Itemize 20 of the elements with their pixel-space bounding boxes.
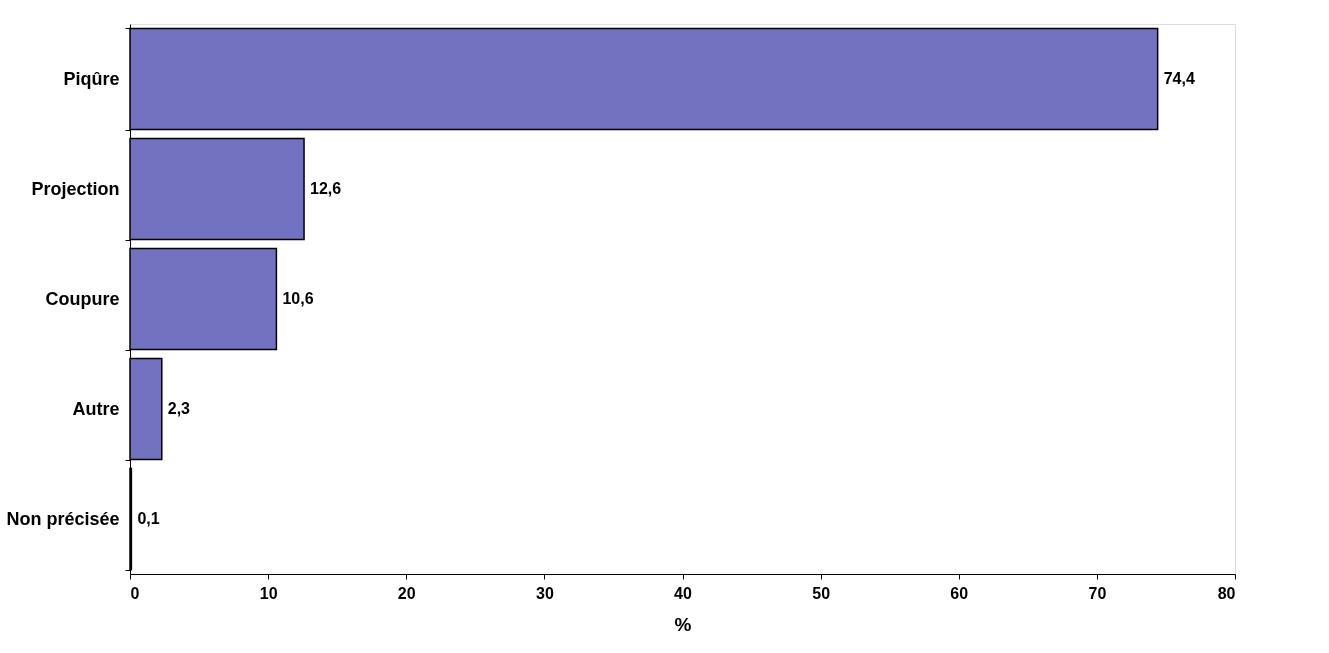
x-tick-label: 20 <box>397 584 416 602</box>
x-tick-label: 70 <box>1088 584 1107 602</box>
y-tick-label: Autre <box>72 398 120 419</box>
data-label: 12,6 <box>310 180 342 197</box>
x-tick-label: 10 <box>259 584 278 602</box>
x-tick-label: 0 <box>130 584 140 602</box>
y-tick-label: Non précisée <box>6 508 120 529</box>
y-tick-label: Projection <box>31 178 120 199</box>
x-tick-label: 60 <box>950 584 969 602</box>
x-tick-label: 30 <box>535 584 554 602</box>
data-label: 74,4 <box>1163 70 1195 87</box>
x-tick-label: 40 <box>674 584 692 602</box>
x-tick-label: 80 <box>1217 584 1236 602</box>
data-label: 0,1 <box>137 510 160 527</box>
y-tick-label: Piqûre <box>63 68 120 89</box>
data-label: 2,3 <box>167 400 191 417</box>
y-tick-label: Coupure <box>45 288 120 309</box>
x-axis-title: % <box>674 613 692 635</box>
data-label: 10,6 <box>282 290 314 307</box>
x-tick-label: 50 <box>812 584 831 602</box>
